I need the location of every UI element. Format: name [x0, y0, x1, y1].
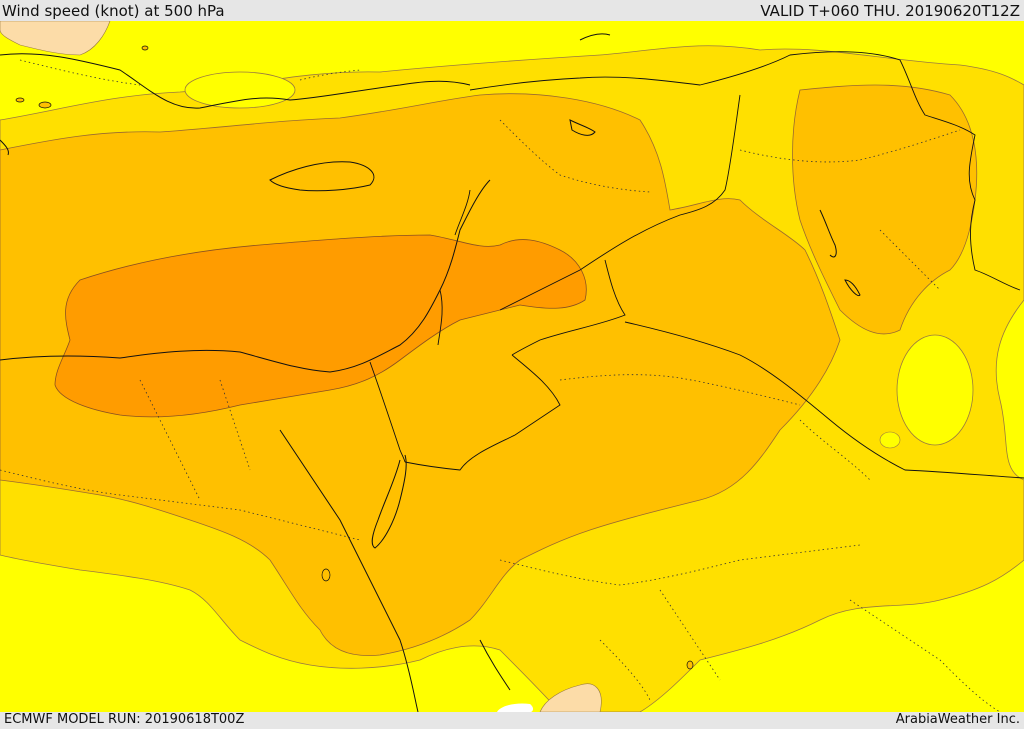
map-title: Wind speed (knot) at 500 hPa — [2, 2, 225, 20]
band-white-south — [497, 703, 534, 712]
wind-speed-contour-map — [0, 21, 1024, 712]
band-orange — [54, 234, 587, 418]
band-amber — [0, 93, 841, 656]
band-yellow-hole-east — [896, 334, 974, 446]
band-amber-east — [792, 84, 978, 335]
credit: ArabiaWeather Inc. — [895, 712, 1020, 727]
band-yellow-hole-small — [879, 431, 901, 449]
islands — [15, 45, 694, 670]
country-borders — [369, 51, 1024, 479]
weather-map[interactable] — [0, 21, 1024, 712]
band-peach-north — [0, 21, 111, 56]
model-run: ECMWF MODEL RUN: 20190618T00Z — [4, 712, 245, 727]
province-borders — [0, 59, 1001, 712]
coastlines — [0, 33, 861, 712]
map-header: Wind speed (knot) at 500 hPa VALID T+060… — [0, 0, 1024, 21]
band-yellow-hole-north — [184, 71, 296, 109]
map-footer: ECMWF MODEL RUN: 20190618T00Z ArabiaWeat… — [0, 712, 1024, 729]
band-peach-south — [539, 683, 602, 712]
valid-time: VALID T+060 THU. 20190620T12Z — [760, 2, 1020, 20]
